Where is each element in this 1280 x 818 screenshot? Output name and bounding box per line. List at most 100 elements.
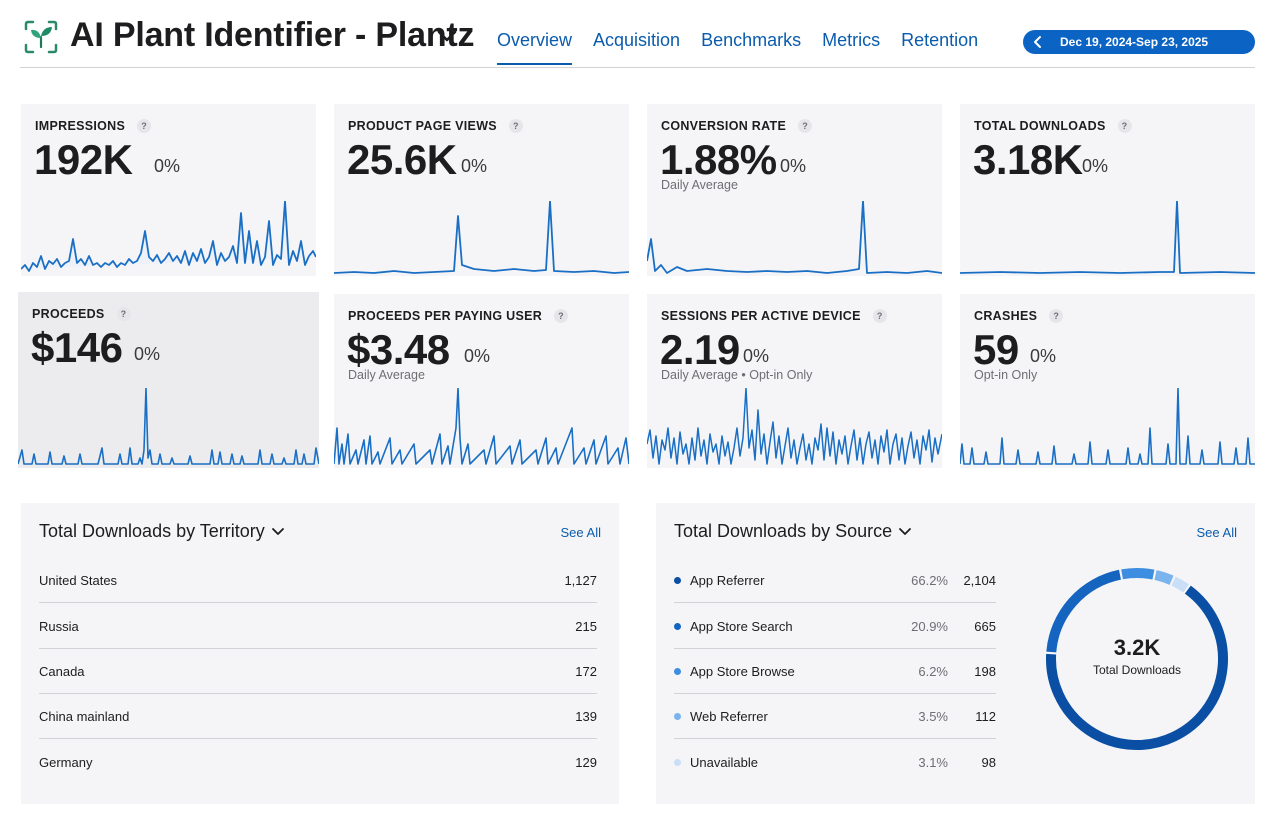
metric-change: 0% bbox=[780, 156, 807, 176]
app-logo-icon bbox=[24, 20, 58, 54]
source-percent: 20.9% bbox=[911, 619, 948, 634]
territory-downloads: 129 bbox=[575, 755, 597, 770]
tab-benchmarks[interactable]: Benchmarks bbox=[701, 30, 802, 50]
tab-metrics[interactable]: Metrics bbox=[822, 30, 881, 50]
metric-value: 59 bbox=[973, 326, 1019, 373]
help-icon[interactable]: ? bbox=[116, 307, 131, 321]
legend-dot bbox=[674, 577, 681, 584]
sparkline-chart bbox=[647, 201, 942, 274]
territory-panel: Total Downloads by Territory See All Uni… bbox=[21, 503, 619, 804]
legend-dot bbox=[674, 623, 681, 630]
donut-slice-unavailable[interactable] bbox=[1171, 576, 1189, 593]
source-percent: 66.2% bbox=[911, 573, 948, 588]
source-panel: Total Downloads by Source See All App Re… bbox=[656, 503, 1255, 804]
source-downloads: 198 bbox=[974, 664, 996, 679]
territory-downloads: 139 bbox=[575, 709, 597, 724]
source-panel-title[interactable]: Total Downloads by Source bbox=[674, 521, 912, 542]
metric-value: 25.6K bbox=[347, 136, 457, 183]
sparkline-chart bbox=[334, 388, 629, 465]
table-row[interactable]: United States 1,127 bbox=[39, 558, 597, 603]
metric-subtitle: Daily Average bbox=[661, 178, 738, 192]
territory-panel-title[interactable]: Total Downloads by Territory bbox=[39, 521, 285, 542]
chevron-down-icon[interactable] bbox=[271, 527, 285, 537]
territory-downloads: 215 bbox=[575, 619, 597, 634]
donut-slice-web-referrer[interactable] bbox=[1154, 570, 1174, 585]
chevron-left-icon[interactable] bbox=[1031, 35, 1045, 49]
metric-card-conversion-rate[interactable]: CONVERSION RATE? 1.88% 0% Daily Average bbox=[647, 104, 942, 276]
date-range-picker[interactable]: Dec 19, 2024-Sep 23, 2025 bbox=[1023, 30, 1255, 54]
donut-total-value: 3.2K bbox=[1113, 635, 1161, 660]
source-percent: 3.5% bbox=[918, 709, 948, 724]
chevron-down-icon[interactable] bbox=[898, 527, 912, 537]
territory-name: Canada bbox=[39, 664, 85, 679]
table-row[interactable]: Russia 215 bbox=[39, 604, 597, 649]
source-see-all-link[interactable]: See All bbox=[1196, 525, 1237, 540]
metric-label: PROCEEDS PER PAYING USER? bbox=[348, 309, 569, 323]
table-row[interactable]: App Store Search 20.9% 665 bbox=[674, 604, 996, 649]
chevron-down-icon[interactable] bbox=[436, 28, 458, 44]
metric-change: 0% bbox=[1030, 346, 1057, 366]
donut-center: 3.2K Total Downloads bbox=[1042, 635, 1232, 677]
metric-label: SESSIONS PER ACTIVE DEVICE? bbox=[661, 309, 887, 323]
donut-slice-app-referrer[interactable] bbox=[1046, 585, 1228, 750]
metric-card-product-page-views[interactable]: PRODUCT PAGE VIEWS? 25.6K 0% bbox=[334, 104, 629, 276]
help-icon[interactable]: ? bbox=[872, 309, 887, 323]
sparkline-chart bbox=[21, 201, 316, 272]
source-downloads: 112 bbox=[975, 709, 996, 724]
table-row[interactable]: Germany 129 bbox=[39, 740, 597, 785]
territory-see-all-link[interactable]: See All bbox=[560, 525, 601, 540]
app-title[interactable]: AI Plant Identifier - Plantz bbox=[70, 16, 475, 54]
metric-card-proceeds-per-paying-user[interactable]: PROCEEDS PER PAYING USER? $3.48 0% Daily… bbox=[334, 294, 629, 468]
source-name: App Store Browse bbox=[690, 664, 795, 679]
metric-change: 0% bbox=[464, 346, 491, 366]
tab-retention[interactable]: Retention bbox=[901, 30, 979, 50]
territory-name: China mainland bbox=[39, 709, 130, 724]
tab-overview[interactable]: Overview bbox=[497, 30, 573, 65]
table-row[interactable]: Web Referrer 3.5% 112 bbox=[674, 694, 996, 739]
metric-change: 0% bbox=[154, 156, 181, 176]
metric-label: CONVERSION RATE? bbox=[661, 119, 813, 133]
legend-dot bbox=[674, 713, 681, 720]
table-row[interactable]: Unavailable 3.1% 98 bbox=[674, 740, 996, 785]
table-row[interactable]: App Referrer 66.2% 2,104 bbox=[674, 558, 996, 603]
metric-card-proceeds[interactable]: PROCEEDS? $146 0% bbox=[18, 292, 319, 468]
metric-subtitle: Daily Average bbox=[348, 368, 425, 382]
help-icon[interactable]: ? bbox=[554, 309, 569, 323]
metric-change: 0% bbox=[743, 346, 770, 366]
metric-value: 192K bbox=[34, 136, 133, 183]
donut-slice-app-store-search[interactable] bbox=[1046, 569, 1122, 653]
metric-label: IMPRESSIONS? bbox=[35, 119, 152, 133]
metric-card-total-downloads[interactable]: TOTAL DOWNLOADS? 3.18K 0% bbox=[960, 104, 1255, 276]
help-icon[interactable]: ? bbox=[137, 119, 152, 133]
metric-change: 0% bbox=[1082, 156, 1109, 176]
source-downloads: 98 bbox=[981, 755, 996, 770]
donut-slice-app-store-browse[interactable] bbox=[1121, 568, 1155, 580]
metric-value: 1.88% bbox=[660, 136, 777, 183]
sparkline-chart bbox=[960, 388, 1255, 465]
metric-card-impressions[interactable]: IMPRESSIONS? 192K 0% bbox=[21, 104, 316, 276]
date-range-label: Dec 19, 2024-Sep 23, 2025 bbox=[1060, 35, 1209, 49]
metric-label: TOTAL DOWNLOADS? bbox=[974, 119, 1132, 133]
help-icon[interactable]: ? bbox=[1117, 119, 1132, 133]
sparkline-chart bbox=[334, 201, 629, 274]
help-icon[interactable]: ? bbox=[798, 119, 813, 133]
tab-acquisition[interactable]: Acquisition bbox=[593, 30, 681, 50]
downloads-donut-chart[interactable] bbox=[1042, 564, 1232, 754]
sparkline-chart bbox=[960, 201, 1255, 274]
table-row[interactable]: China mainland 139 bbox=[39, 694, 597, 739]
territory-downloads: 172 bbox=[575, 664, 597, 679]
metric-value: 3.18K bbox=[973, 136, 1083, 183]
metric-card-crashes[interactable]: CRASHES? 59 0% Opt-in Only bbox=[960, 294, 1255, 468]
table-row[interactable]: Canada 172 bbox=[39, 649, 597, 694]
metric-subtitle: Opt-in Only bbox=[974, 368, 1038, 382]
metric-label: PRODUCT PAGE VIEWS? bbox=[348, 119, 523, 133]
legend-dot bbox=[674, 668, 681, 675]
table-row[interactable]: App Store Browse 6.2% 198 bbox=[674, 649, 996, 694]
source-downloads: 2,104 bbox=[963, 573, 996, 588]
territory-name: Russia bbox=[39, 619, 79, 634]
metric-card-sessions-per-active-device[interactable]: SESSIONS PER ACTIVE DEVICE? 2.19 0% Dail… bbox=[647, 294, 942, 468]
source-name: App Store Search bbox=[690, 619, 793, 634]
territory-name: Germany bbox=[39, 755, 93, 770]
help-icon[interactable]: ? bbox=[1049, 309, 1064, 323]
help-icon[interactable]: ? bbox=[508, 119, 523, 133]
